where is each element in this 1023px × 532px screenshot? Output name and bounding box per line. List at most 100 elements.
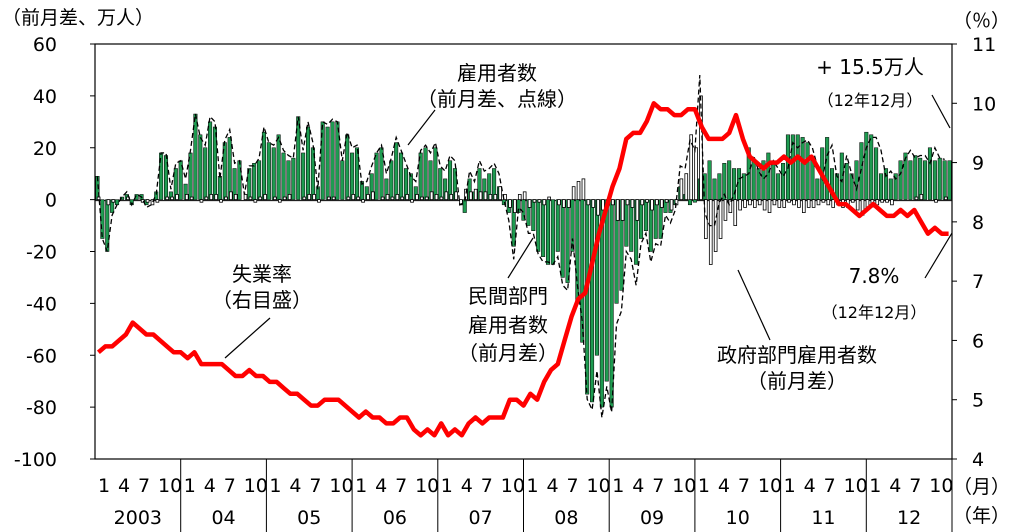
government-bar — [444, 191, 449, 201]
left-axis-ticks: 60 40 20 0 -20 -40 -60 -80 -100 — [14, 34, 95, 471]
year-label: 10 — [726, 507, 750, 529]
private-bar — [643, 199, 648, 231]
month-label: 10 — [758, 475, 782, 497]
month-label: 4 — [289, 475, 301, 497]
government-bar — [890, 199, 894, 206]
private-bar — [913, 155, 918, 200]
government-bar — [532, 199, 537, 203]
year-label: 12 — [897, 507, 921, 529]
government-bar — [277, 199, 282, 203]
left-tick-label: 60 — [33, 34, 57, 56]
government-bar — [454, 191, 458, 201]
month-label: 10 — [329, 475, 353, 497]
month-label: 7 — [738, 475, 750, 497]
month-label: 1 — [355, 475, 367, 497]
private-bar — [927, 147, 932, 200]
private-bar — [805, 142, 810, 200]
latest-rate-value: 7.8% — [849, 264, 900, 288]
private-bar — [874, 147, 879, 200]
government-bar — [728, 199, 733, 213]
private-bar — [115, 199, 120, 206]
month-label: 4 — [461, 475, 473, 497]
month-label: 10 — [844, 475, 868, 497]
government-bar — [371, 191, 375, 201]
private-bar — [898, 160, 903, 200]
left-axis-unit: （前月差、万人） — [2, 7, 154, 29]
private-bar — [374, 152, 379, 200]
government-bar — [243, 194, 248, 201]
government-bar — [248, 196, 253, 201]
government-bar — [429, 191, 434, 201]
government-bar — [434, 194, 439, 201]
private-bar — [119, 196, 124, 200]
government-bar — [640, 199, 645, 206]
government-bar — [684, 173, 689, 201]
government-bar — [96, 196, 101, 201]
right-tick-label: 4 — [972, 449, 984, 471]
private-label-2: 雇用者数 — [468, 313, 548, 337]
government-bar — [753, 199, 757, 208]
government-bar — [757, 199, 762, 206]
government-bar — [184, 194, 189, 201]
month-label: 10 — [415, 475, 439, 497]
latest-total-value: + 15.5万人 — [816, 55, 924, 79]
private-bar — [795, 134, 800, 200]
government-bar — [513, 199, 517, 213]
government-bar — [410, 199, 414, 203]
government-bar — [302, 196, 307, 201]
unemployment-rate-line — [96, 101, 949, 438]
private-bar — [320, 121, 325, 200]
private-bar — [707, 160, 712, 200]
government-bar — [493, 194, 498, 201]
private-bar — [893, 173, 898, 200]
year-label: 2003 — [114, 507, 162, 529]
private-bar — [932, 160, 937, 200]
government-bar — [576, 181, 581, 201]
private-bar — [624, 199, 629, 247]
private-bar — [345, 134, 350, 200]
government-bar — [488, 194, 493, 201]
month-label: 10 — [672, 475, 696, 497]
government-bar — [405, 194, 409, 201]
private-bar — [771, 160, 776, 200]
right-tick-label: 6 — [972, 330, 984, 352]
government-bar — [611, 199, 615, 206]
private-bar — [590, 199, 595, 403]
left-tick-label: 20 — [33, 138, 57, 160]
government-bar — [689, 134, 693, 201]
right-tick-label: 11 — [972, 34, 996, 56]
government-bar — [586, 199, 591, 206]
year-label: 09 — [640, 507, 664, 529]
month-label: 7 — [138, 475, 150, 497]
private-bar — [810, 160, 815, 200]
government-bar — [669, 199, 674, 211]
government-bar — [557, 199, 561, 206]
government-bar — [522, 191, 527, 201]
private-bar — [639, 199, 644, 239]
government-bar — [140, 199, 145, 203]
month-label: 7 — [309, 475, 321, 497]
government-bar — [782, 199, 787, 208]
private-bar — [354, 147, 360, 200]
month-label: 10 — [501, 475, 525, 497]
month-label: 1 — [184, 475, 196, 497]
month-label: 1 — [98, 475, 110, 497]
government-bar — [170, 196, 174, 201]
private-bar — [888, 178, 893, 200]
private-bar — [717, 173, 722, 200]
private-bar — [776, 173, 781, 200]
government-bar — [831, 199, 835, 208]
private-bar — [335, 121, 340, 200]
government-bar — [366, 194, 370, 201]
government-bar — [390, 196, 395, 201]
private-bar — [815, 178, 820, 200]
government-bar — [811, 199, 816, 208]
government-bar — [498, 186, 502, 201]
government-bar — [233, 194, 238, 201]
left-tick-label: -60 — [26, 345, 57, 367]
leader-gov — [737, 269, 771, 341]
government-bar — [464, 188, 468, 201]
government-bar — [596, 199, 600, 216]
government-bar — [850, 199, 855, 203]
